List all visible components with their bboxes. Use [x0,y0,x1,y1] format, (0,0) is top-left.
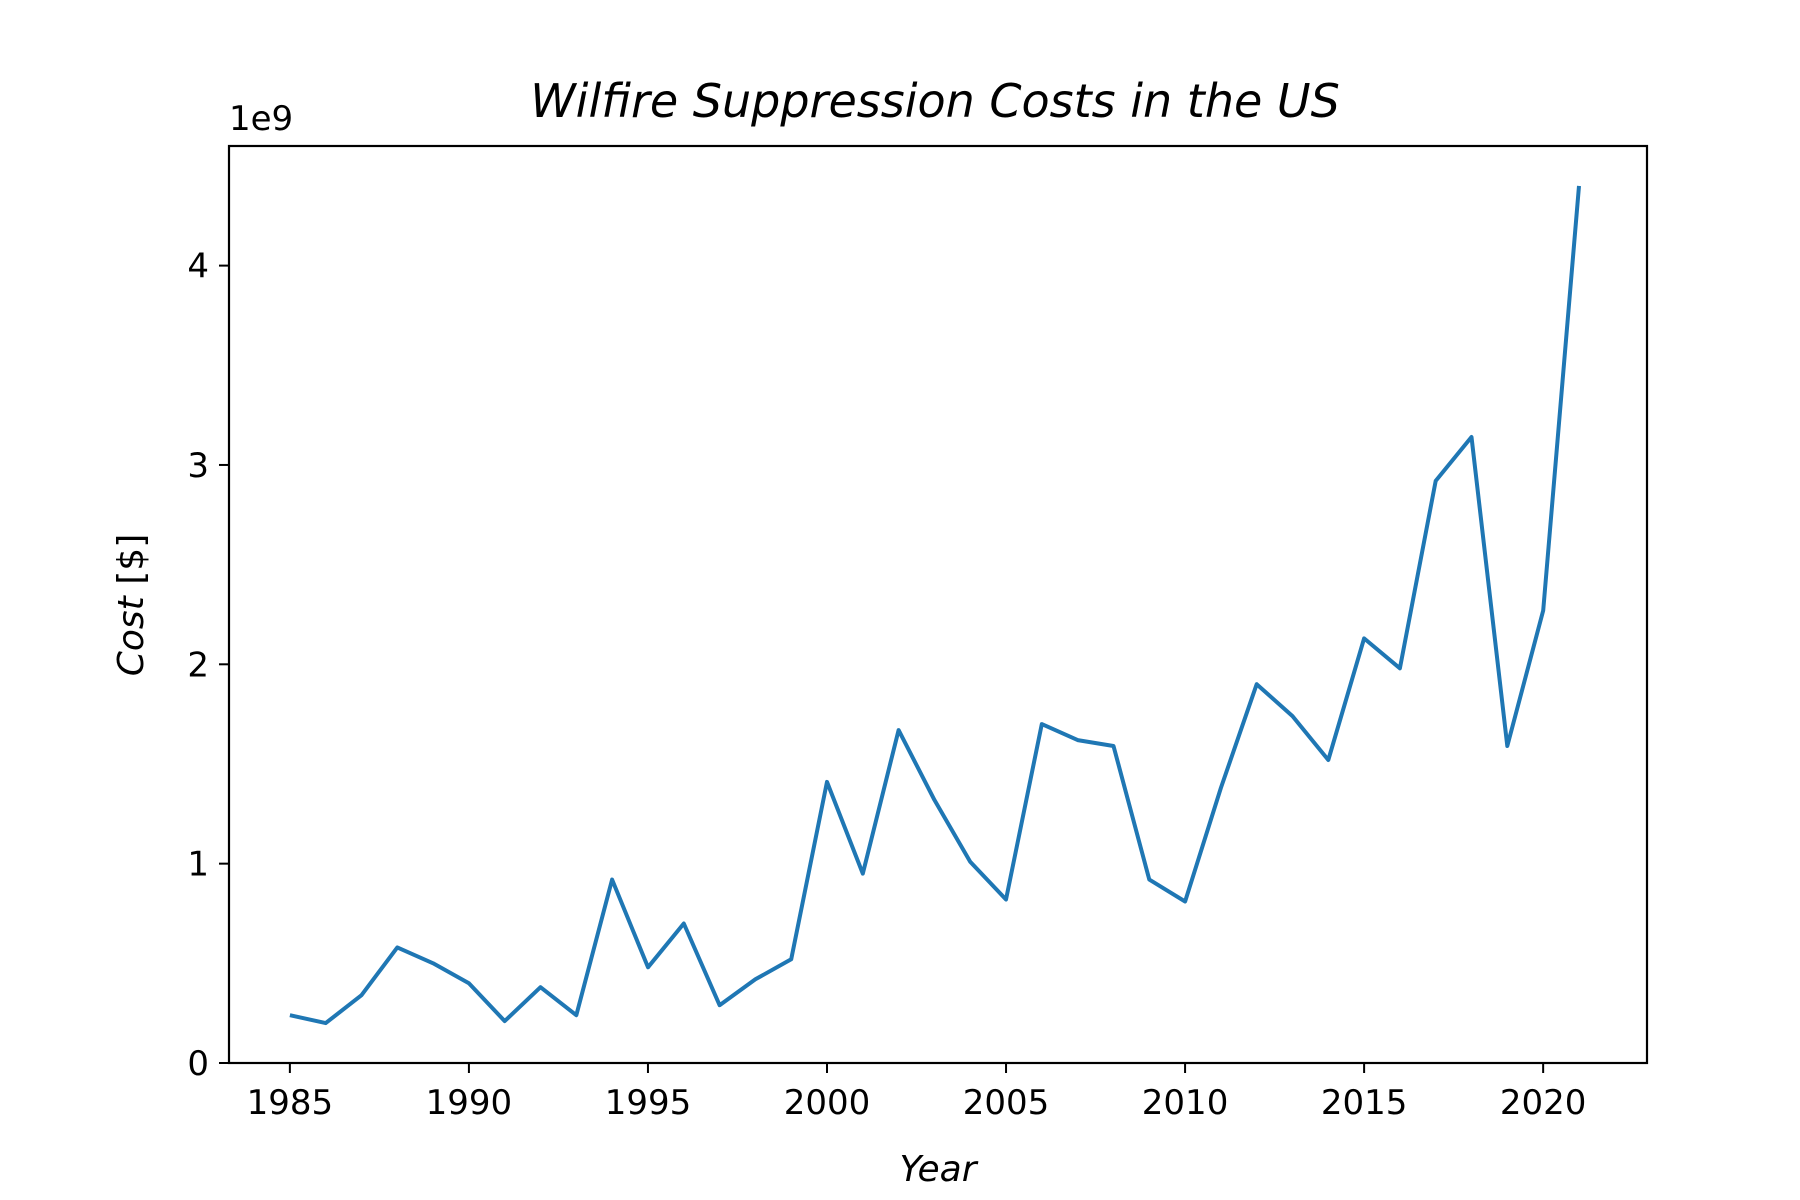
y-axis-ticks: 0 1 2 3 4 [187,247,229,1084]
x-tick-label: 2020 [1500,1083,1587,1123]
x-tick-label: 1985 [247,1083,334,1123]
x-axis-ticks: 1985 1990 1995 2000 2005 2010 2015 2020 [247,1063,1587,1123]
cost-series-line [289,185,1581,1026]
x-tick-label: 2015 [1321,1083,1408,1123]
x-tick-label: 2005 [963,1083,1050,1123]
y-axis-title-unit: [$] [111,534,152,596]
chart-title: Wilfire Suppression Costs in the US [530,74,1340,128]
y-tick-label: 2 [187,645,209,685]
y-tick-label: 0 [187,1044,209,1084]
x-tick-label: 2000 [784,1083,871,1123]
y-tick-label: 4 [187,247,209,287]
y-tick-label: 1 [187,845,209,885]
y-offset-label: 1e9 [229,99,293,139]
plot-frame [227,144,1649,1065]
x-tick-label: 2010 [1142,1083,1229,1123]
y-axis-title-name: Cost [111,594,152,676]
y-tick-label: 3 [187,446,209,486]
y-axis-title: Cost [$] [111,534,152,676]
x-tick-label: 1995 [605,1083,692,1123]
x-axis-title: Year [899,1149,978,1190]
x-tick-label: 1990 [426,1083,513,1123]
